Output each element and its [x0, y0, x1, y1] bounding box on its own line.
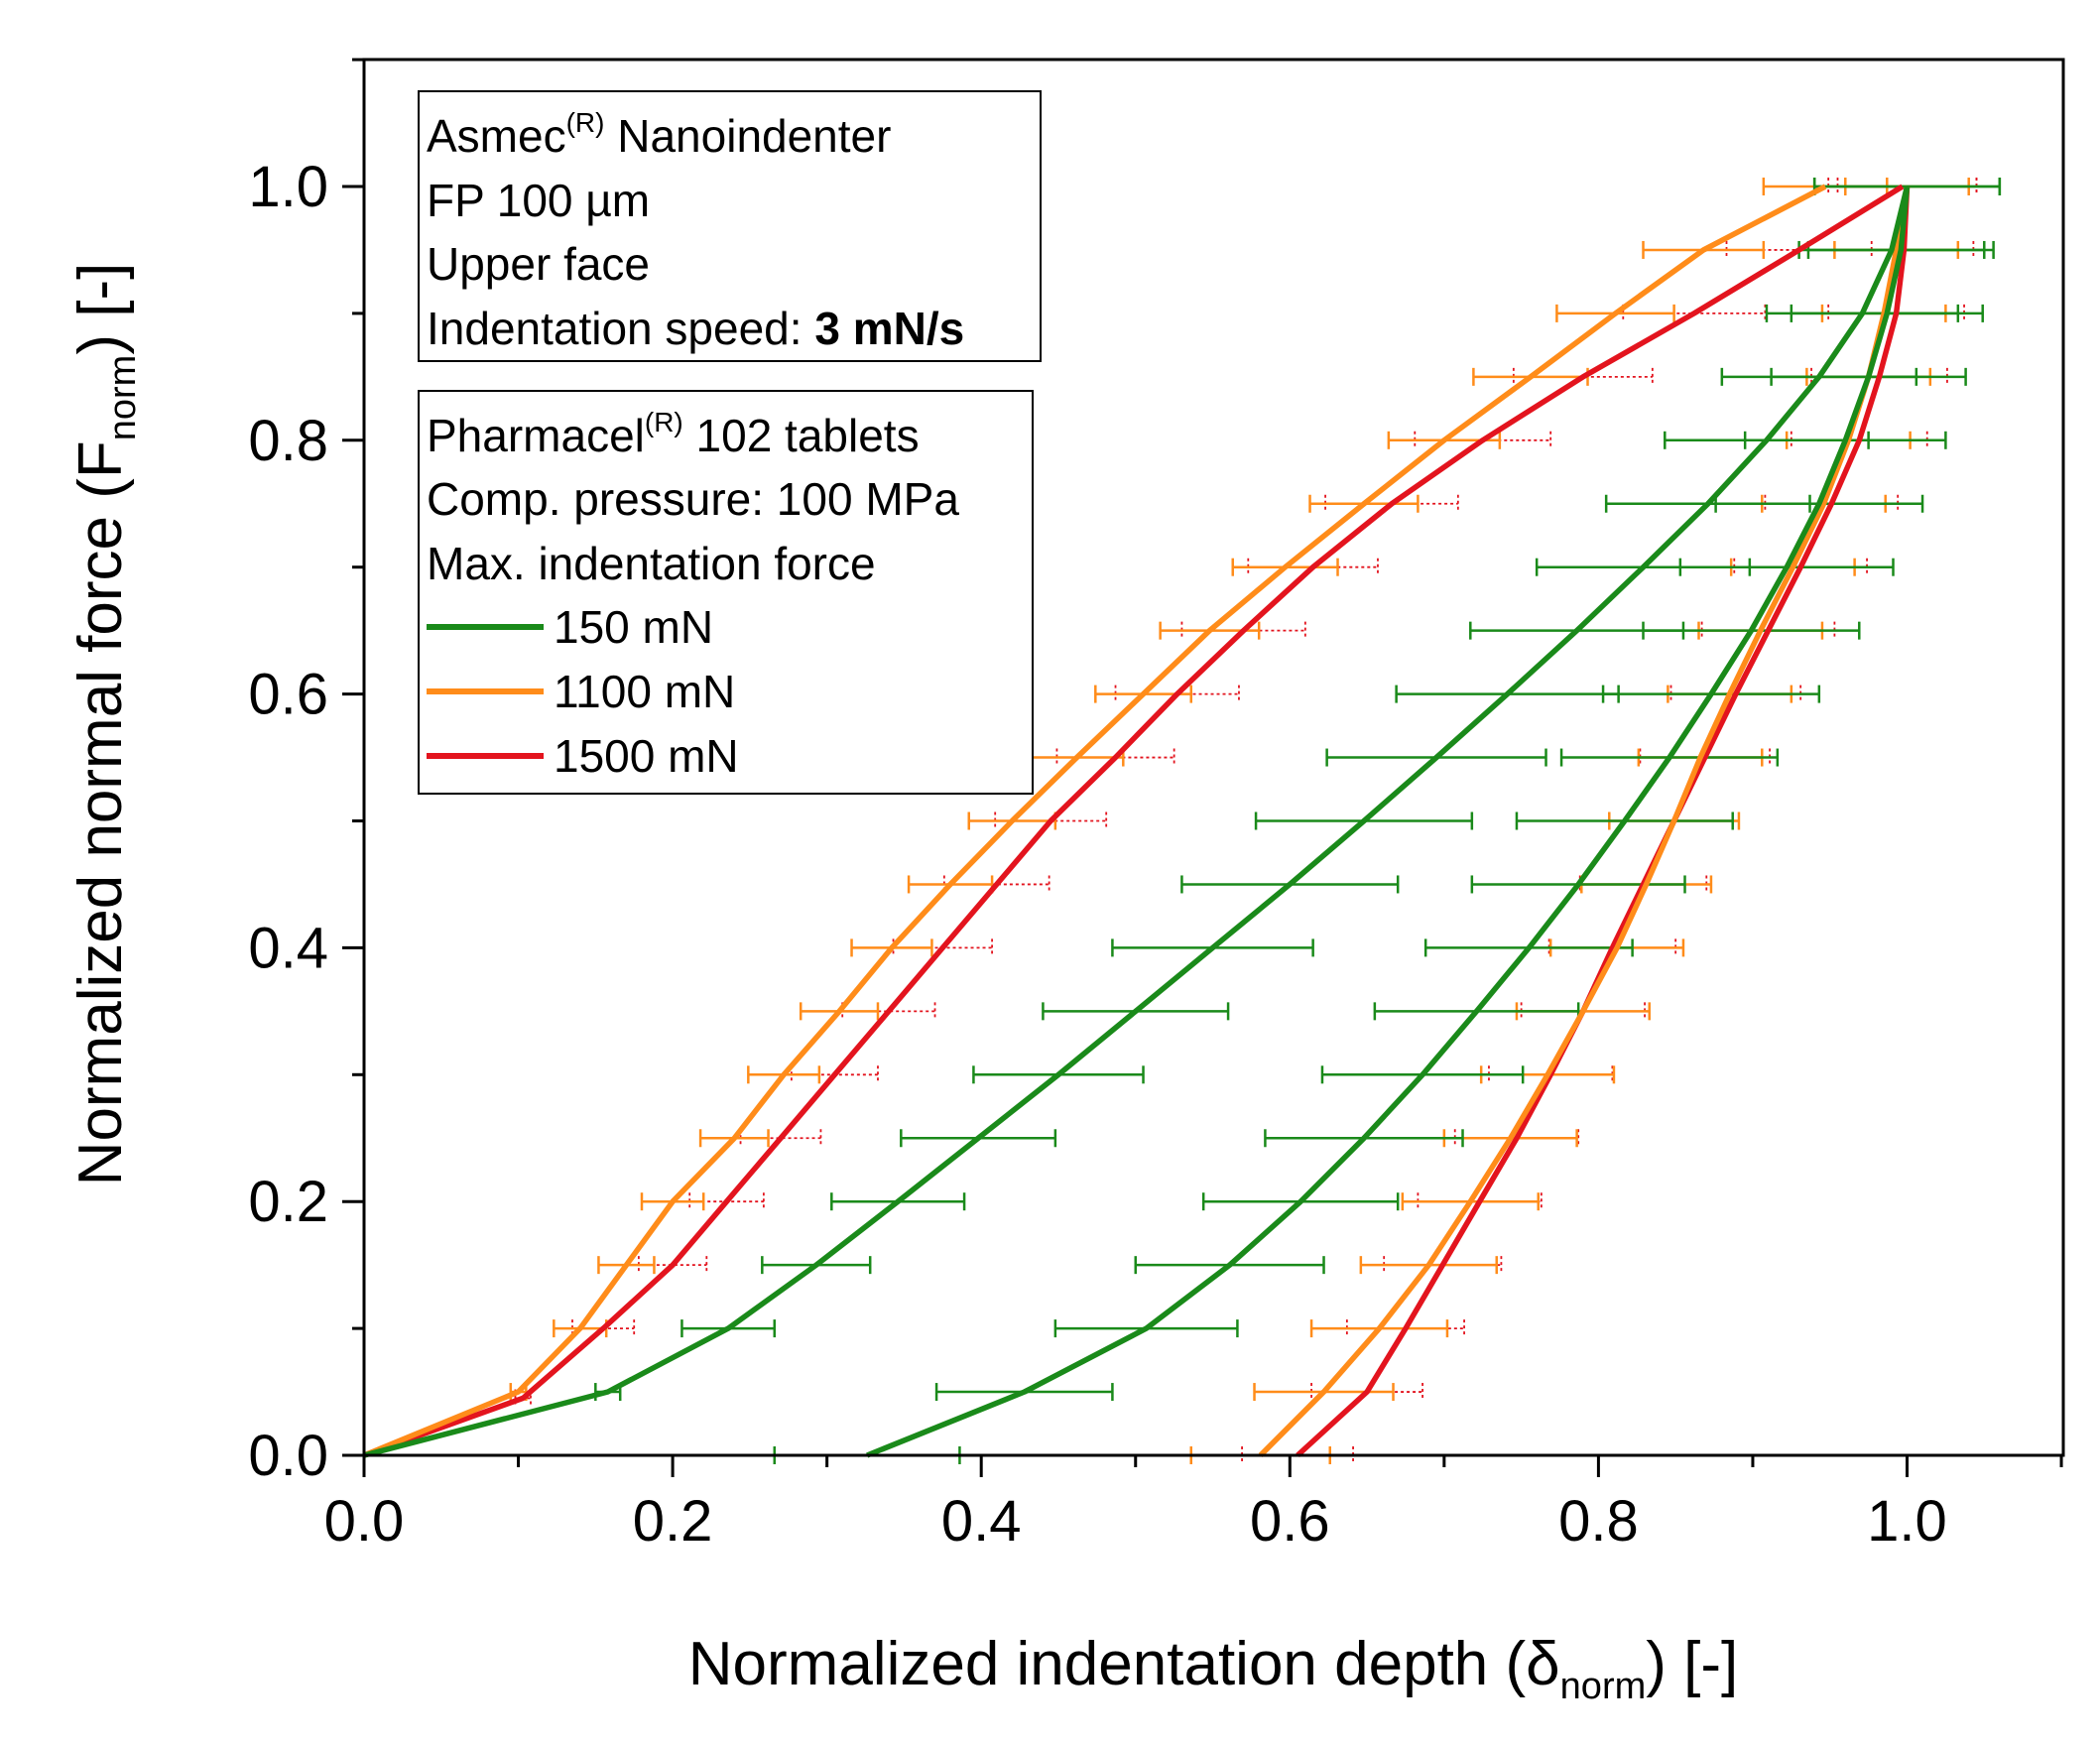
info-box-instrument-frame: [418, 90, 1042, 362]
x-axis-title-symbol: δ: [1526, 1630, 1560, 1698]
max-force-label: Max. indentation force: [427, 538, 876, 589]
y-axis-title-post: ) [-]: [66, 263, 135, 355]
y-tick-label: 0.0: [248, 1424, 328, 1488]
instrument-name: Asmec(R) Nanoindenter: [427, 107, 891, 162]
y-tick-label: 1.0: [248, 155, 328, 219]
legend-label-1100mn: 1100 mN: [554, 666, 735, 717]
legend-label-150mn: 150 mN: [554, 601, 713, 653]
x-axis-title-post: ) [-]: [1646, 1630, 1738, 1698]
y-tick-label: 0.4: [248, 916, 328, 980]
y-tick-label: 0.2: [248, 1170, 328, 1234]
x-tick-label: 0.6: [1250, 1489, 1330, 1554]
x-axis-title: Normalized indentation depth (δnorm) [-]: [688, 1630, 1738, 1707]
material-label-sup: (R): [645, 407, 683, 437]
instrument-name-sup: (R): [566, 107, 605, 138]
x-tick-label: 1.0: [1867, 1489, 1947, 1554]
info-box-instrument: Asmec(R) Nanoindenter FP 100 µm Upper fa…: [418, 90, 1042, 362]
axes: 0.0 0.2 0.4 0.6 0.8 1.0 0.0 0.2 0.4 0.6 0.8 1.0: [248, 58, 2063, 1554]
series-lines: [362, 184, 1911, 1458]
series-2-loading-curve: [363, 184, 1905, 1458]
x-tick-label: 0.2: [633, 1489, 713, 1554]
y-axis-title-sub: norm: [102, 355, 144, 441]
instrument-name-post: Nanoindenter: [604, 110, 891, 162]
material-label: Pharmacel(R) 102 tablets: [427, 407, 920, 461]
material-label-main: Pharmacel: [427, 410, 645, 461]
legend-box: Pharmacel(R) 102 tablets Comp. pressure:…: [418, 390, 1034, 795]
speed-label-value: 3 mN/s: [814, 303, 964, 354]
y-axis-title: Normalized normal force (Fnorm) [-]: [66, 263, 144, 1186]
y-axis-title-pre: Normalized normal force (F: [66, 440, 135, 1185]
y-tick-label: 0.8: [248, 409, 328, 473]
instrument-name-main: Asmec: [427, 110, 566, 162]
x-tick-label: 0.0: [324, 1489, 405, 1554]
probe-label: FP 100 µm: [427, 175, 650, 226]
speed-label-text: Indentation speed:: [427, 303, 814, 354]
series-0-loading-curve: [363, 186, 1911, 1458]
series-0-unloading-curve: [866, 186, 1911, 1458]
x-axis-title-sub: norm: [1560, 1666, 1647, 1707]
material-label-post: 102 tablets: [683, 410, 920, 461]
y-tick-label: 0.6: [248, 663, 328, 727]
legend-box-frame: [418, 390, 1034, 795]
speed-label: Indentation speed: 3 mN/s: [427, 303, 964, 354]
face-label: Upper face: [427, 238, 650, 290]
x-tick-label: 0.4: [941, 1489, 1022, 1554]
pressure-label: Comp. pressure: 100 MPa: [427, 473, 959, 525]
x-tick-label: 0.8: [1558, 1489, 1639, 1554]
plot-frame: [362, 58, 2065, 1457]
x-axis-title-pre: Normalized indentation depth (: [688, 1630, 1527, 1698]
series-1-loading-curve: [362, 184, 1827, 1458]
legend-label-1500mn: 1500 mN: [554, 730, 739, 782]
